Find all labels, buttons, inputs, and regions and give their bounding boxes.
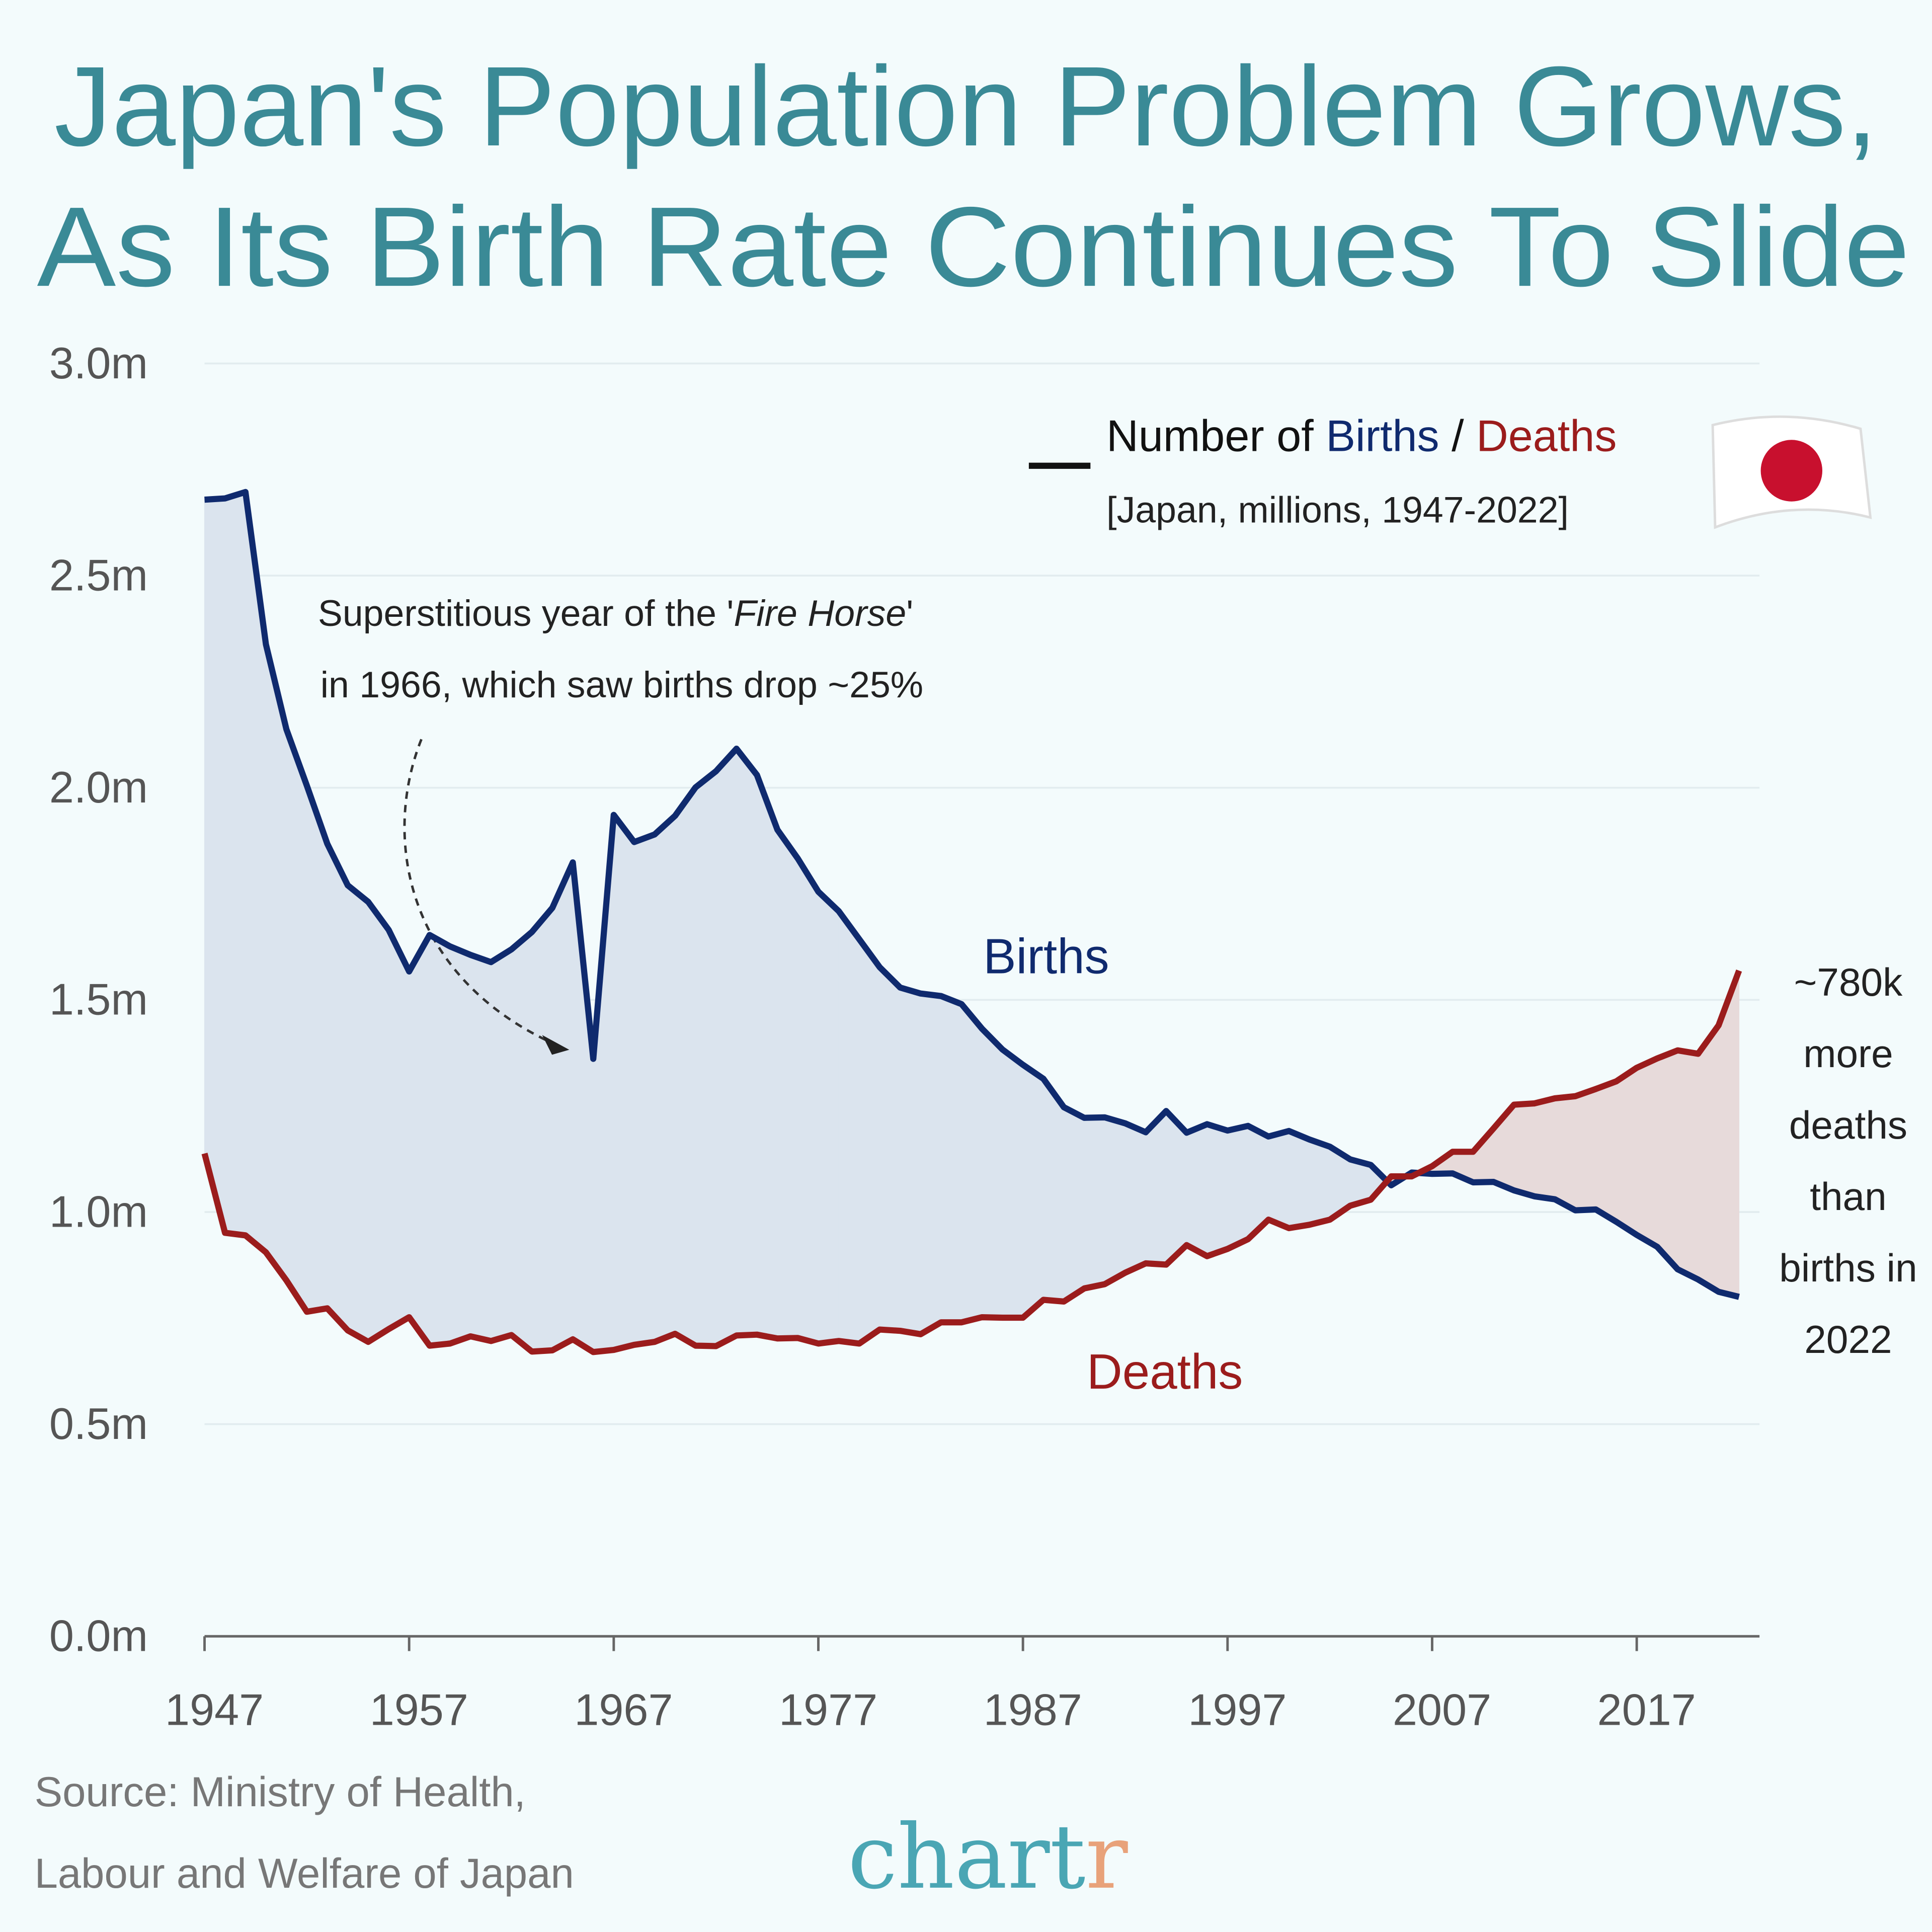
side-note-line: deaths (1789, 1103, 1907, 1147)
y-tick-label: 0.5m (49, 1399, 148, 1448)
legend-prefix: Number of (1106, 411, 1314, 460)
side-note: ~780k more deaths than births in 2022 (1779, 960, 1917, 1361)
arrow-head (542, 1035, 570, 1055)
legend-separator: / (1452, 411, 1464, 460)
x-tick-label: 1947 (165, 1685, 264, 1735)
source: Source: Ministry of Health, (35, 1768, 526, 1815)
x-tick-label: 1997 (1188, 1685, 1286, 1735)
flag-sun (1760, 440, 1823, 502)
annotation-italic: Fire Horse (734, 592, 906, 634)
series-label: Births (983, 929, 1109, 984)
y-tick-label: 1.5m (49, 975, 148, 1024)
x-tick-label: 1957 (370, 1685, 468, 1735)
side-note-line: ~780k (1794, 960, 1903, 1004)
chart-title: As Its Birth Rate Continues To Slide (37, 183, 1909, 310)
x-tick-label: 2007 (1393, 1685, 1491, 1735)
annotation-text: ' (906, 592, 913, 634)
logo-text: chart (848, 1805, 1086, 1909)
logo-text: r (1085, 1805, 1128, 1909)
source: Labour and Welfare of Japan (35, 1850, 574, 1897)
x-tick-label: 1987 (984, 1685, 1082, 1735)
x-tick-label: 2017 (1597, 1685, 1696, 1735)
x-tick-label: 1977 (779, 1685, 877, 1735)
annotation: in 1966, which saw births drop ~25% (320, 664, 923, 705)
series-line (201, 970, 1742, 1355)
y-tick-label: 1.0m (49, 1186, 148, 1236)
side-note-line: births in (1779, 1246, 1917, 1290)
legend-subtitle: [Japan, millions, 1947-2022] (1106, 489, 1569, 530)
chart-title: Japan's Population Problem Grows, (54, 43, 1878, 170)
legend-entry: Deaths (1476, 411, 1617, 460)
annotation-arrow (403, 739, 549, 1042)
series-line (204, 489, 1740, 1300)
legend-entry: Births (1326, 411, 1439, 460)
japan-flag (1711, 415, 1872, 529)
annotation-text: Superstitious year of the ' (318, 592, 734, 634)
x-tick-label: 1967 (574, 1685, 673, 1735)
legend-title: Number of Births / Deaths (1106, 411, 1617, 460)
y-tick-label: 2.0m (49, 762, 148, 812)
y-tick-label: 3.0m (49, 338, 148, 388)
side-note-line: more (1803, 1031, 1893, 1076)
side-note-line: 2022 (1804, 1317, 1892, 1361)
series-label: Deaths (1087, 1344, 1243, 1399)
y-tick-label: 0.0m (49, 1611, 148, 1661)
annotation: Superstitious year of the 'Fire Horse' (318, 592, 913, 634)
logo: chartr (848, 1805, 1129, 1909)
y-tick-label: 2.5m (49, 550, 148, 600)
side-note-line: than (1810, 1174, 1887, 1219)
